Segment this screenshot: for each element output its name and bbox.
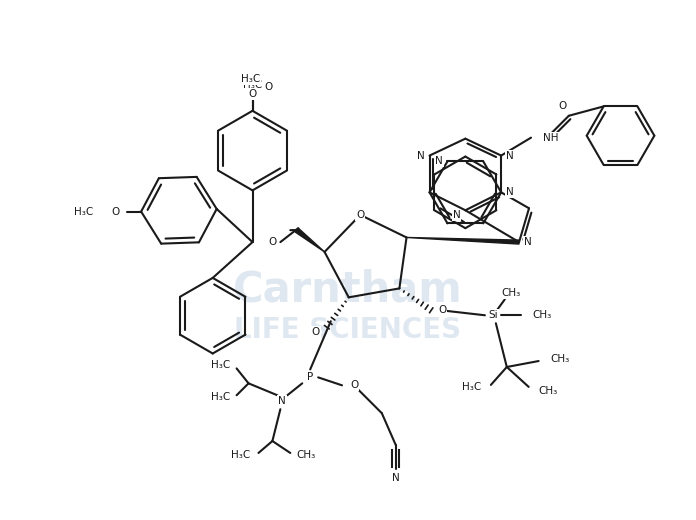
Text: CH₃: CH₃	[551, 354, 570, 364]
Text: Si: Si	[488, 310, 498, 320]
Text: CH₃: CH₃	[501, 289, 521, 298]
Text: O: O	[356, 210, 365, 220]
Text: CH₃: CH₃	[539, 386, 558, 396]
Text: CH₃: CH₃	[532, 310, 552, 320]
Text: H₃C: H₃C	[74, 206, 93, 217]
Text: N: N	[435, 157, 443, 166]
Text: O: O	[438, 305, 446, 315]
Text: H₃C: H₃C	[243, 80, 262, 90]
Text: H₃C: H₃C	[241, 74, 260, 84]
Text: N: N	[278, 396, 286, 406]
Text: CH₃: CH₃	[296, 450, 315, 460]
Text: N: N	[452, 210, 460, 220]
Text: Carntham: Carntham	[233, 269, 463, 311]
Text: N: N	[506, 187, 514, 198]
Text: H₃C: H₃C	[461, 382, 481, 392]
Polygon shape	[406, 238, 519, 244]
Text: O: O	[350, 380, 358, 391]
Text: P: P	[307, 372, 313, 382]
Text: N: N	[506, 151, 514, 161]
Text: H₃C: H₃C	[212, 392, 230, 402]
Text: LIFE SCIENCES: LIFE SCIENCES	[235, 316, 461, 344]
Text: O: O	[264, 82, 273, 92]
Text: N: N	[524, 237, 532, 247]
Text: N: N	[392, 473, 400, 483]
Text: N: N	[417, 151, 425, 161]
Text: H₃C: H₃C	[212, 360, 230, 370]
Text: O: O	[312, 327, 320, 337]
Text: NH: NH	[543, 133, 558, 142]
Text: O: O	[248, 89, 257, 99]
Text: O: O	[268, 237, 276, 247]
Text: O: O	[111, 206, 119, 217]
Polygon shape	[295, 228, 324, 252]
Text: O: O	[559, 101, 567, 111]
Text: H₃C: H₃C	[231, 450, 251, 460]
